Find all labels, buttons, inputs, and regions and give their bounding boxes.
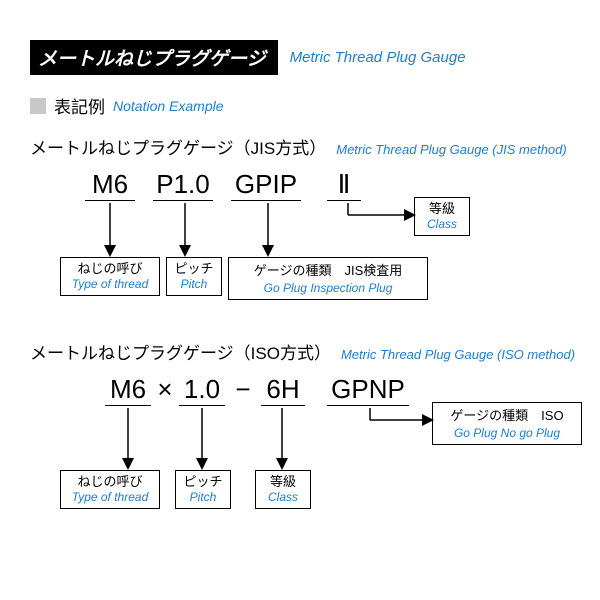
iso-box2-en: Pitch xyxy=(182,490,224,505)
jis-code: M6 P1.0 GPIP Ⅱ xyxy=(30,169,580,201)
iso-diagram: M6 × 1.0 − 6H GPNP ねじの呼び Type of thread … xyxy=(30,374,580,524)
iso-box3: 等級 Class xyxy=(255,470,311,509)
iso-box1-en: Type of thread xyxy=(67,490,153,505)
jis-box3-jp: ゲージの種類 JIS検査用 xyxy=(254,263,403,278)
iso-box1: ねじの呼び Type of thread xyxy=(60,470,160,509)
jis-head: メートルねじプラグゲージ（JIS方式） Metric Thread Plug G… xyxy=(30,134,580,159)
jis-box2-en: Pitch xyxy=(173,277,215,292)
subtitle: 表記例 Notation Example xyxy=(30,93,580,118)
iso-box3-en: Class xyxy=(262,490,304,505)
iso-box4: ゲージの種類 ISO Go Plug No go Plug xyxy=(432,402,582,445)
iso-head-en: Metric Thread Plug Gauge (ISO method) xyxy=(341,347,575,362)
jis-box4-jp: 等級 xyxy=(421,201,463,217)
subtitle-jp: 表記例 xyxy=(54,93,105,118)
jis-box1: ねじの呼び Type of thread xyxy=(60,257,160,296)
iso-head: メートルねじプラグゲージ（ISO方式） Metric Thread Plug G… xyxy=(30,339,580,364)
jis-box1-en: Type of thread xyxy=(67,277,153,292)
iso-seg3: 6H xyxy=(261,374,305,406)
jis-seg4: Ⅱ xyxy=(327,169,361,201)
iso-box2-jp: ピッチ xyxy=(182,474,224,490)
iso-head-jp: メートルねじプラグゲージ（ISO方式） xyxy=(30,339,331,364)
iso-sep2: − xyxy=(225,374,261,405)
iso-box1-jp: ねじの呼び xyxy=(67,474,153,490)
iso-seg1: M6 xyxy=(105,374,151,406)
jis-head-jp: メートルねじプラグゲージ（JIS方式） xyxy=(30,134,326,159)
iso-box4-jp: ゲージの種類 ISO xyxy=(450,408,563,423)
jis-box2: ピッチ Pitch xyxy=(166,257,222,296)
jis-diagram: M6 P1.0 GPIP Ⅱ ねじの呼び Type of thread ピッチ … xyxy=(30,169,580,309)
jis-seg1: M6 xyxy=(85,169,135,201)
jis-box1-jp: ねじの呼び xyxy=(67,261,153,277)
title-jp: メートルねじプラグゲージ xyxy=(30,40,278,75)
iso-box3-jp: 等級 xyxy=(262,474,304,490)
jis-box2-jp: ピッチ xyxy=(173,261,215,277)
title-bar: メートルねじプラグゲージ Metric Thread Plug Gauge xyxy=(30,40,580,75)
jis-box4-en: Class xyxy=(421,217,463,232)
square-icon xyxy=(30,98,46,114)
title-en: Metric Thread Plug Gauge xyxy=(290,49,466,66)
iso-seg4: GPNP xyxy=(327,374,409,406)
jis-box3: ゲージの種類 JIS検査用 Go Plug Inspection Plug xyxy=(228,257,428,300)
iso-seg2: 1.0 xyxy=(179,374,225,406)
jis-seg2: P1.0 xyxy=(153,169,213,201)
iso-box4-en: Go Plug No go Plug xyxy=(439,426,575,441)
iso-box2: ピッチ Pitch xyxy=(175,470,231,509)
jis-seg3: GPIP xyxy=(231,169,301,201)
jis-box3-en: Go Plug Inspection Plug xyxy=(235,281,421,296)
subtitle-en: Notation Example xyxy=(113,98,224,114)
iso-sep1: × xyxy=(151,374,179,405)
jis-head-en: Metric Thread Plug Gauge (JIS method) xyxy=(336,142,567,157)
jis-box4: 等級 Class xyxy=(414,197,470,236)
